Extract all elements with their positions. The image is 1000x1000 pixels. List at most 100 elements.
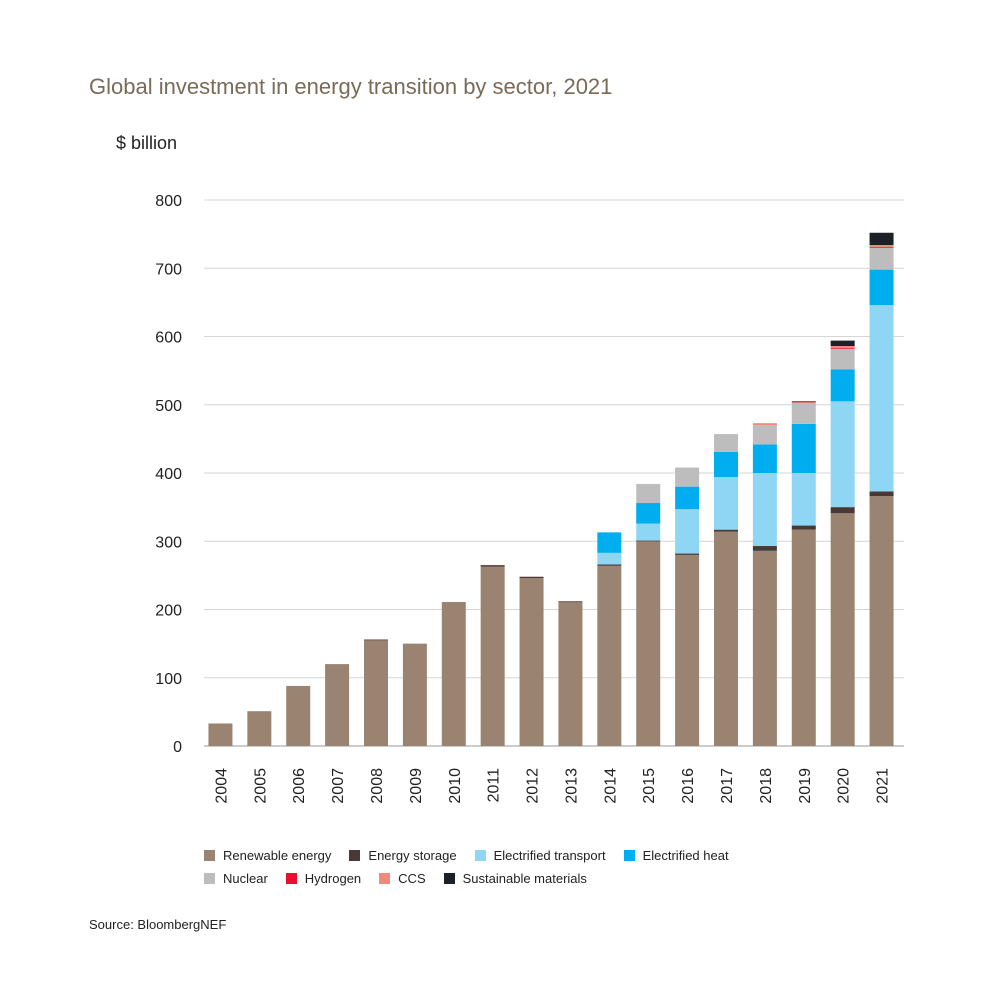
bar-segment	[869, 247, 894, 248]
bar-segment	[364, 639, 388, 641]
bar-segment	[830, 346, 855, 349]
x-tick-label: 2011	[486, 768, 503, 803]
legend-swatch	[349, 850, 361, 861]
bar-segment	[247, 711, 272, 746]
bar-segment	[869, 247, 894, 270]
x-tick-label: 2014	[602, 768, 619, 804]
bar-segment	[830, 507, 855, 514]
bar-segment	[597, 552, 622, 565]
bar-segment	[441, 601, 466, 746]
y-axis-unit-label: $ billion	[116, 133, 178, 153]
x-tick-label: 2016	[680, 768, 697, 804]
legend-item: Energy storage	[349, 848, 457, 863]
x-tick-label: 2021	[875, 768, 892, 804]
bar-segment	[480, 565, 505, 567]
bar-segment	[791, 402, 816, 404]
legend-item: Electrified transport	[474, 848, 606, 863]
legend-row: Nuclear Hydrogen CCS Sustainable materials	[204, 871, 764, 886]
legend-swatch	[443, 873, 455, 884]
y-tick-label: 400	[155, 466, 182, 483]
bar-segment	[558, 601, 583, 603]
legend-label: Renewable energy	[223, 848, 332, 863]
legend-row: Renewable energy Energy storage Electrifie…	[204, 848, 764, 863]
bar-segment	[830, 513, 855, 746]
y-tick-label: 500	[155, 398, 182, 415]
bar-segment	[791, 525, 816, 530]
bar-segment	[830, 369, 855, 402]
y-tick-label: 0	[173, 739, 182, 756]
y-tick-label: 800	[155, 193, 182, 210]
bar-segment	[636, 503, 661, 524]
bar-segment	[714, 531, 738, 746]
bar-segment	[791, 423, 816, 473]
bar-segment	[364, 640, 388, 746]
bar-segment	[597, 532, 622, 553]
x-tick-label: 2019	[797, 768, 814, 804]
bar-segment	[830, 401, 855, 508]
chart-legend: Renewable energy Energy storage Electrifie…	[204, 848, 764, 894]
bar-segment	[636, 483, 661, 504]
x-tick-label: 2015	[641, 768, 658, 804]
bar-segment	[714, 451, 738, 478]
bar-segment	[752, 425, 777, 445]
bar-segment	[830, 340, 855, 347]
bar-segment	[325, 664, 350, 746]
legend-swatch	[204, 873, 215, 884]
legend-label: Sustainable materials	[462, 871, 587, 886]
legend-item: Sustainable materials	[443, 871, 587, 886]
bar-segment	[830, 348, 855, 370]
y-tick-label: 700	[155, 261, 182, 278]
bar-segment	[791, 403, 816, 424]
bar-segment	[402, 643, 427, 746]
x-tick-label: 2018	[758, 768, 775, 804]
bar-segment	[597, 564, 622, 566]
x-tick-label: 2017	[719, 768, 736, 804]
legend-label: Electrified transport	[493, 848, 606, 863]
bar-segment	[714, 477, 738, 530]
bar-segment	[519, 576, 544, 579]
legend-swatch	[623, 850, 635, 861]
bar-segment	[869, 232, 894, 246]
chart-title: Global investment in energy transition b…	[89, 74, 613, 99]
legend-swatch	[474, 850, 486, 861]
legend-swatch	[204, 850, 215, 861]
bar-segment	[752, 546, 777, 551]
x-tick-label: 2012	[525, 768, 542, 804]
y-tick-label: 200	[155, 603, 182, 620]
bar-segment	[791, 473, 816, 526]
bar-segment	[752, 473, 777, 547]
bar-segment	[869, 245, 894, 248]
legend-item: Nuclear	[204, 871, 268, 886]
bar-segment	[714, 434, 738, 452]
x-tick-label: 2004	[213, 768, 230, 804]
legend-item: Renewable energy	[204, 848, 331, 863]
bar-segment	[869, 491, 894, 497]
bar-segment	[752, 423, 777, 426]
bar-segment	[675, 554, 700, 746]
x-tick-label: 2020	[836, 768, 853, 804]
legend-item: CCS	[379, 871, 426, 886]
legend-label: Electrified heat	[642, 848, 729, 863]
legend-label: Hydrogen	[304, 871, 362, 886]
bar-segment	[675, 486, 700, 510]
bar-segment	[636, 541, 661, 746]
x-tick-label: 2013	[563, 768, 580, 804]
y-tick-label: 300	[155, 534, 182, 551]
y-tick-label: 100	[155, 671, 182, 688]
bar-segment	[869, 496, 894, 746]
legend-item: Electrified heat	[623, 848, 729, 863]
bar-segment	[752, 550, 777, 746]
x-tick-label: 2007	[330, 768, 347, 804]
bar-segment	[675, 553, 700, 555]
legend-label: Energy storage	[368, 848, 457, 863]
bar-segment	[636, 523, 661, 541]
bar-segment	[558, 601, 583, 746]
bar-segment	[752, 444, 777, 473]
x-tick-label: 2009	[408, 768, 425, 804]
x-tick-label: 2006	[291, 768, 308, 804]
legend-label: Nuclear	[223, 871, 268, 886]
bar-segment	[286, 685, 311, 746]
bar-segment	[480, 566, 505, 746]
bar-segment	[675, 509, 700, 554]
